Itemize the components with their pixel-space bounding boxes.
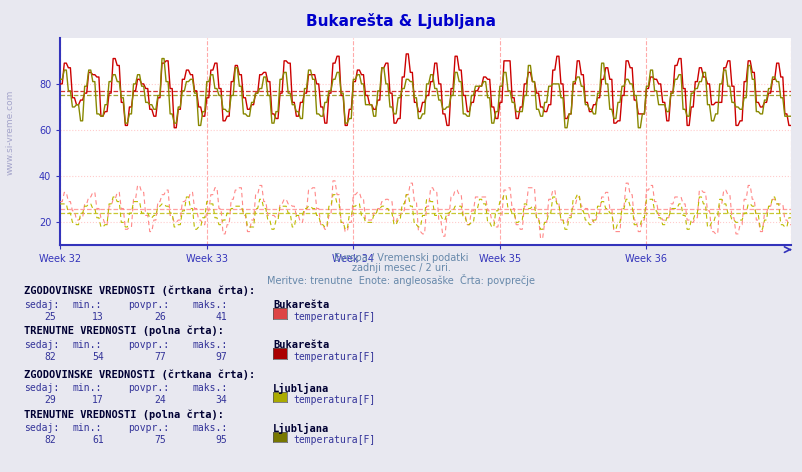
Text: 41: 41 — [215, 312, 227, 321]
Text: sedaj:: sedaj: — [24, 340, 59, 350]
Text: min.:: min.: — [72, 423, 102, 433]
Text: temperatura[F]: temperatura[F] — [293, 395, 375, 405]
Text: min.:: min.: — [72, 340, 102, 350]
Text: Bukarešta: Bukarešta — [273, 300, 329, 310]
Text: 24: 24 — [154, 395, 166, 405]
Text: povpr.:: povpr.: — [128, 300, 169, 310]
Text: 82: 82 — [44, 352, 56, 362]
Text: 29: 29 — [44, 395, 56, 405]
Text: 26: 26 — [154, 312, 166, 321]
Text: ZGODOVINSKE VREDNOSTI (črtkana črta):: ZGODOVINSKE VREDNOSTI (črtkana črta): — [24, 369, 255, 379]
Text: sedaj:: sedaj: — [24, 300, 59, 310]
Text: Ljubljana: Ljubljana — [273, 423, 329, 434]
Text: povpr.:: povpr.: — [128, 340, 169, 350]
Text: 25: 25 — [44, 312, 56, 321]
Text: temperatura[F]: temperatura[F] — [293, 312, 375, 321]
Text: 97: 97 — [215, 352, 227, 362]
Text: povpr.:: povpr.: — [128, 423, 169, 433]
Text: Evropa / Vremenski podatki: Evropa / Vremenski podatki — [334, 253, 468, 262]
Text: TRENUTNE VREDNOSTI (polna črta):: TRENUTNE VREDNOSTI (polna črta): — [24, 326, 224, 336]
Text: Meritve: trenutne  Enote: angleosaške  Črta: povprečje: Meritve: trenutne Enote: angleosaške Črt… — [267, 274, 535, 286]
Text: sedaj:: sedaj: — [24, 383, 59, 393]
Text: 34: 34 — [215, 395, 227, 405]
Text: 61: 61 — [92, 435, 104, 445]
Text: Bukarešta: Bukarešta — [273, 340, 329, 350]
Text: www.si-vreme.com: www.si-vreme.com — [5, 90, 14, 175]
Text: temperatura[F]: temperatura[F] — [293, 352, 375, 362]
Text: min.:: min.: — [72, 300, 102, 310]
Text: 82: 82 — [44, 435, 56, 445]
Text: sedaj:: sedaj: — [24, 423, 59, 433]
Text: maks.:: maks.: — [192, 340, 228, 350]
Text: 13: 13 — [92, 312, 104, 321]
Text: TRENUTNE VREDNOSTI (polna črta):: TRENUTNE VREDNOSTI (polna črta): — [24, 409, 224, 420]
Text: 75: 75 — [154, 435, 166, 445]
Text: maks.:: maks.: — [192, 423, 228, 433]
Text: temperatura[F]: temperatura[F] — [293, 435, 375, 445]
Text: ZGODOVINSKE VREDNOSTI (črtkana črta):: ZGODOVINSKE VREDNOSTI (črtkana črta): — [24, 286, 255, 296]
Text: zadnji mesec / 2 uri.: zadnji mesec / 2 uri. — [351, 263, 451, 273]
Text: Bukarešta & Ljubljana: Bukarešta & Ljubljana — [306, 13, 496, 29]
Text: maks.:: maks.: — [192, 383, 228, 393]
Text: 54: 54 — [92, 352, 104, 362]
Text: min.:: min.: — [72, 383, 102, 393]
Text: maks.:: maks.: — [192, 300, 228, 310]
Text: Ljubljana: Ljubljana — [273, 383, 329, 394]
Text: povpr.:: povpr.: — [128, 383, 169, 393]
Text: 95: 95 — [215, 435, 227, 445]
Text: 77: 77 — [154, 352, 166, 362]
Text: 17: 17 — [92, 395, 104, 405]
